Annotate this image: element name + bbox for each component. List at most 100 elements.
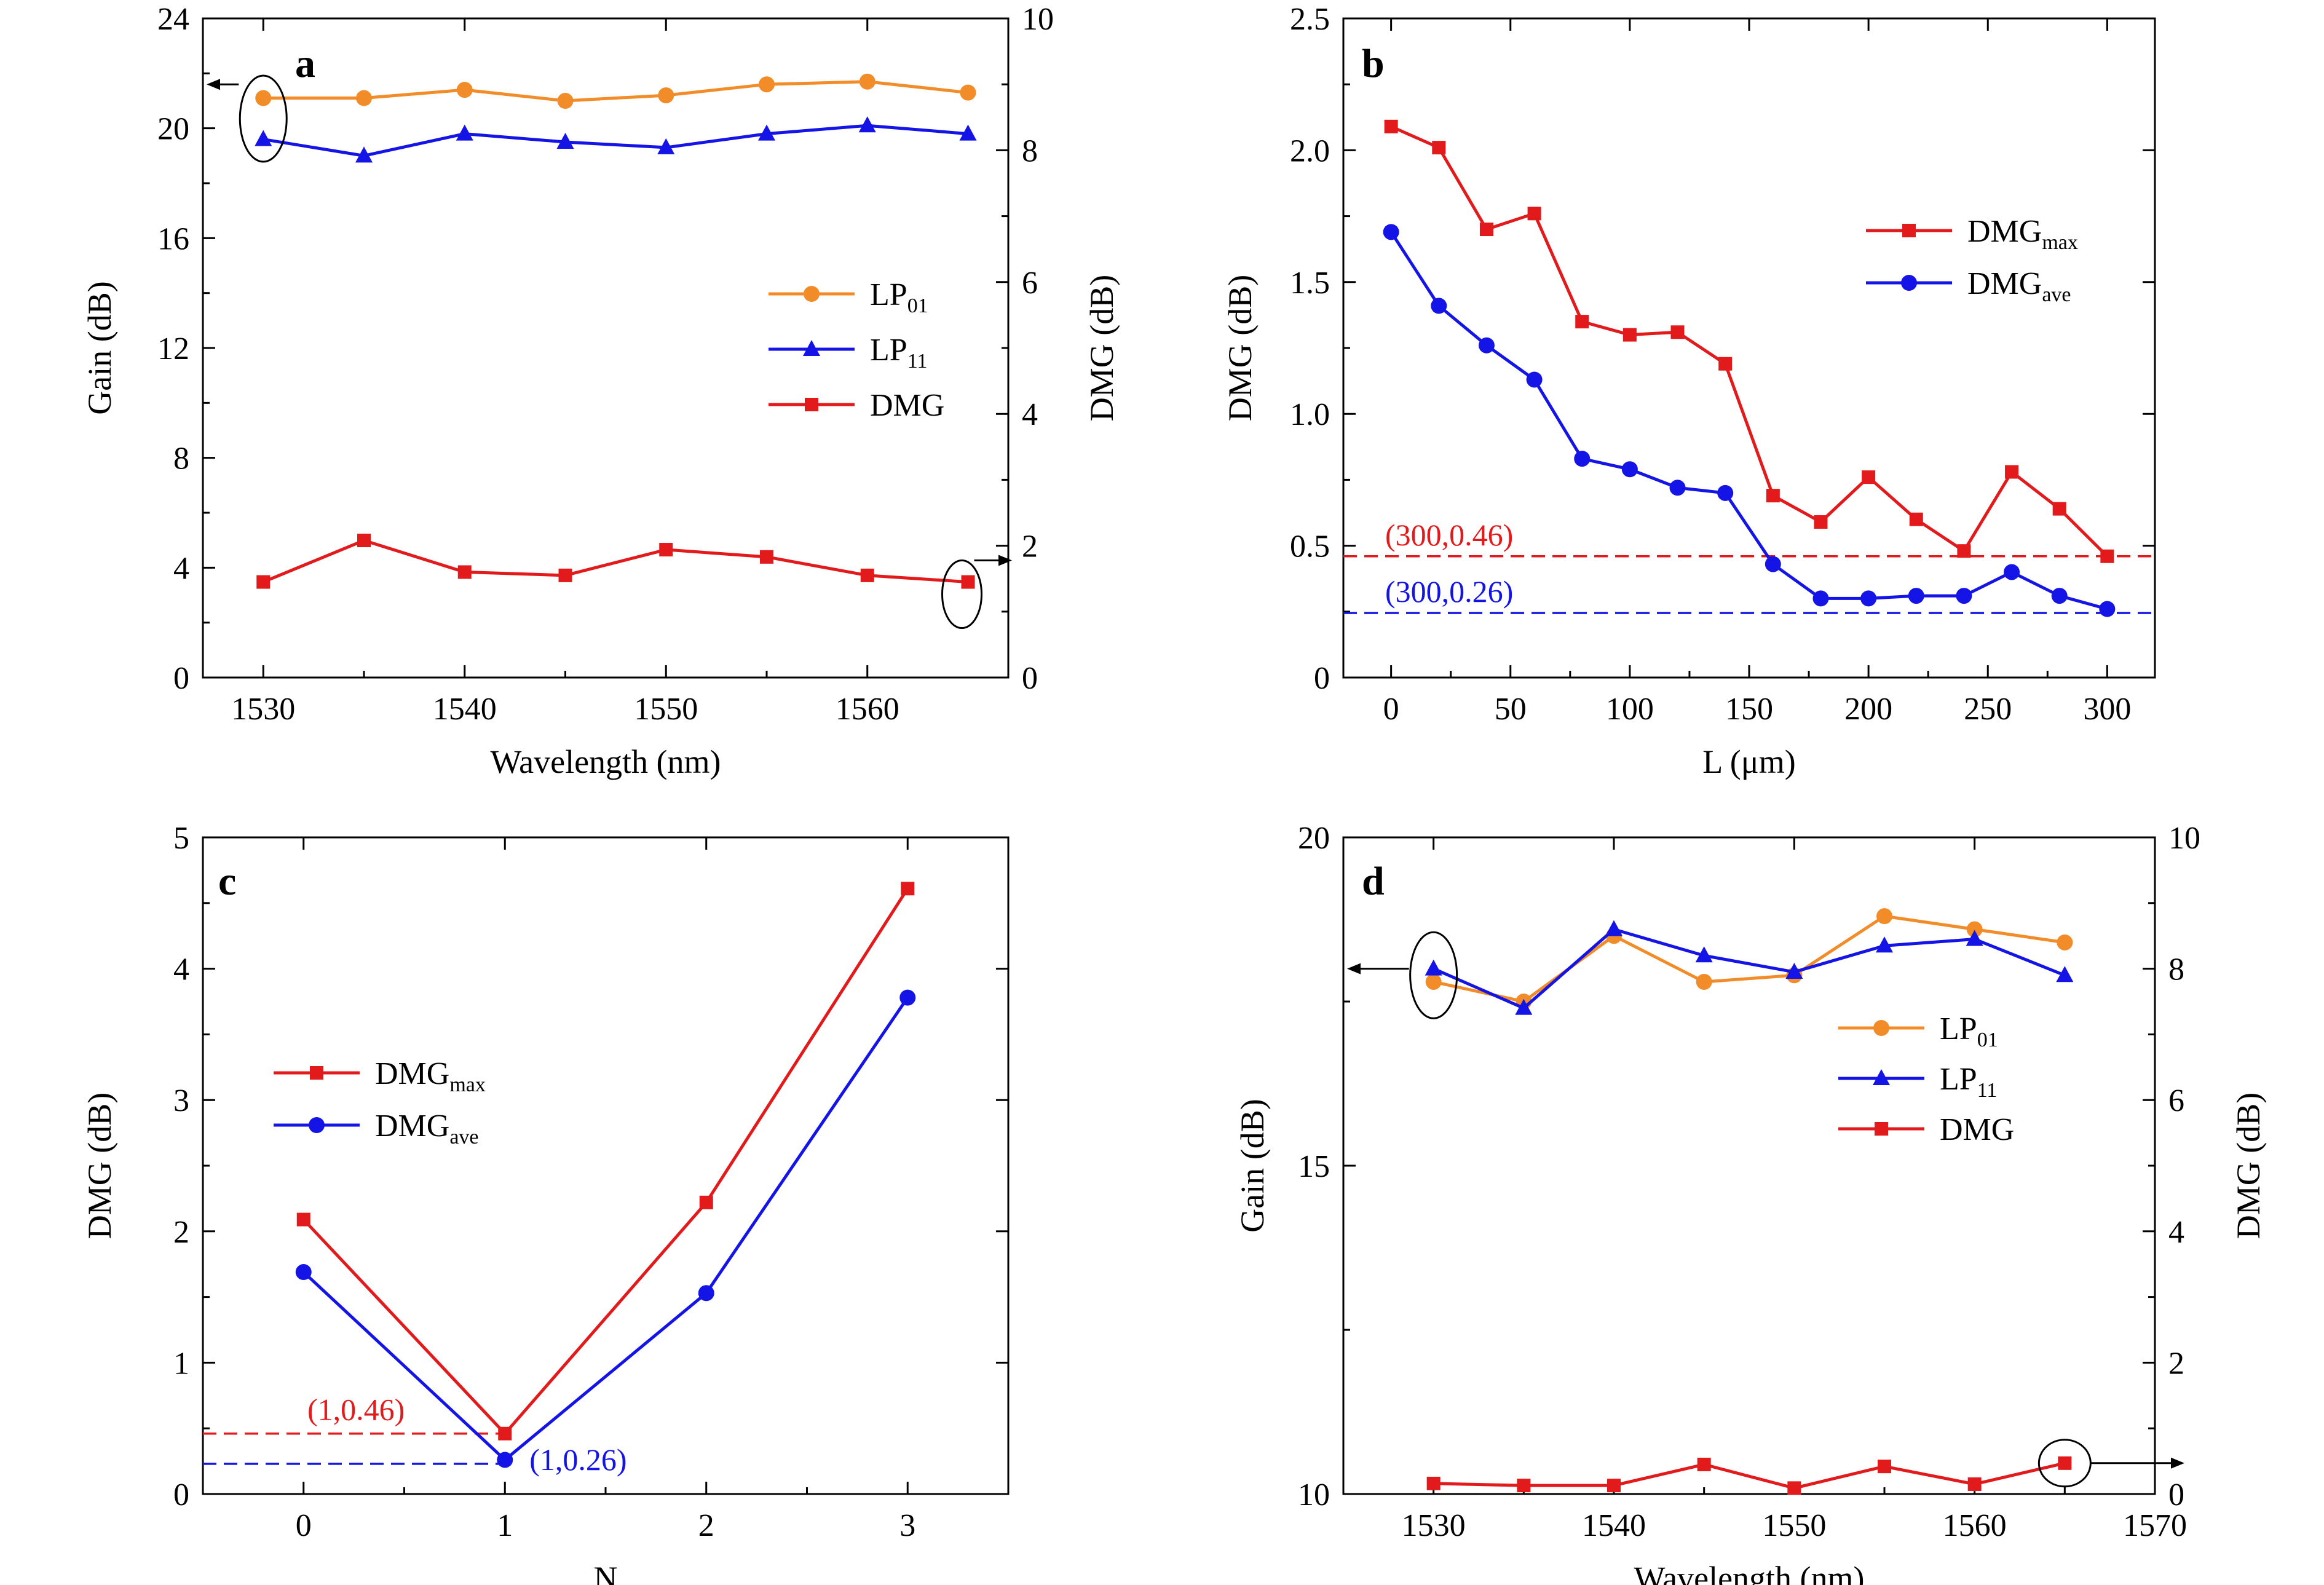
data-point-LP11 xyxy=(556,133,574,149)
legend-marker-DMGave xyxy=(1901,275,1917,291)
legend-label-main: LP xyxy=(870,333,907,368)
data-point-DMGave xyxy=(1908,588,1924,604)
panel-letter: b xyxy=(1362,41,1385,86)
panel-d: 1530 1540 1550 1560 1570 10 15 20 0 2 4 6 8 10 DMG (dB… xyxy=(1234,821,2267,1585)
data-point-LP11 xyxy=(1876,936,1893,953)
x-tick-label: 1540 xyxy=(433,692,497,727)
x-tick-label: 300 xyxy=(2083,692,2131,727)
x-tick-label: 0 xyxy=(1383,692,1399,727)
data-point-DMGave xyxy=(899,989,916,1006)
y2-axis-label: DMG (dB) xyxy=(1083,275,1120,422)
plot-frame xyxy=(1342,836,2156,1495)
data-point-DMGave xyxy=(1860,590,1877,607)
data-point-DMGmax xyxy=(1766,489,1780,503)
y-axis-label: Gain (dB) xyxy=(81,281,118,414)
data-point-LP01 xyxy=(255,90,272,106)
data-point-LP01 xyxy=(859,73,875,90)
x-tick-label: 50 xyxy=(1495,692,1527,727)
data-point-LP11 xyxy=(1605,920,1622,936)
x-tick-label: 3 xyxy=(899,1508,915,1543)
x-tick-label: 0 xyxy=(296,1508,312,1543)
x-tick-label: 1560 xyxy=(1943,1508,2007,1543)
data-point-LP01 xyxy=(456,82,473,98)
y-tick-label: 4 xyxy=(173,551,189,586)
series-line-DMGave xyxy=(302,997,909,1461)
y2-tick-label: 2 xyxy=(2168,1346,2184,1381)
series-line-LP01 xyxy=(263,80,968,103)
legend-label-subscript: ave xyxy=(2042,283,2071,306)
y-tick-label: 1.0 xyxy=(1290,397,1330,432)
y-tick-label: 5 xyxy=(173,821,189,856)
right-axis-arrowhead xyxy=(998,555,1012,566)
data-point-LP11 xyxy=(456,124,473,141)
y2-tick-label: 10 xyxy=(2168,821,2200,856)
y2-tick-label: 4 xyxy=(2168,1215,2184,1250)
y-tick-label: 0 xyxy=(1314,661,1330,696)
x-tick-label: 1550 xyxy=(634,692,698,727)
legend-label-DMGmax: DMGmax xyxy=(375,1056,486,1096)
legend-marker-LP11 xyxy=(803,340,820,356)
legend-label-main: DMG xyxy=(375,1109,449,1144)
data-point-LP11 xyxy=(657,138,675,154)
legend-label-main: LP xyxy=(1940,1011,1977,1046)
legend-marker-LP01 xyxy=(804,286,820,302)
data-point-DMG xyxy=(760,550,773,564)
series-line-DMGmax xyxy=(302,887,909,1436)
data-point-LP01 xyxy=(759,76,775,93)
y-axis-label: DMG (dB) xyxy=(1222,275,1259,422)
legend-label-LP11: LP11 xyxy=(1940,1062,1997,1102)
legend-label-main: DMG xyxy=(1967,266,2042,301)
data-point-LP11 xyxy=(758,124,775,141)
data-point-DMGmax xyxy=(1957,544,1971,558)
series-line-DMGmax xyxy=(1390,125,2109,558)
data-point-DMGmax xyxy=(498,1426,512,1441)
x-axis-label: Wavelength (nm) xyxy=(1634,1560,1864,1585)
data-point-DMGmax xyxy=(2100,549,2114,563)
legend-label-subscript: max xyxy=(449,1073,486,1096)
data-point-DMGmax xyxy=(1432,141,1446,155)
data-point-DMG xyxy=(457,565,472,579)
data-point-DMGmax xyxy=(1479,223,1493,237)
x-tick-label: 100 xyxy=(1606,692,1654,727)
data-point-LP11 xyxy=(255,130,272,146)
data-point-DMGave xyxy=(1574,451,1591,467)
data-point-DMG xyxy=(1607,1479,1621,1493)
legend-label-main: DMG xyxy=(870,388,944,423)
x-tick-label: 250 xyxy=(1964,692,2012,727)
data-point-DMGave xyxy=(1765,556,1781,572)
data-point-DMG xyxy=(2058,1456,2072,1470)
legend-label-LP01: LP01 xyxy=(870,277,928,317)
y-axis-label: DMG (dB) xyxy=(81,1093,118,1239)
data-point-DMGmax xyxy=(1862,470,1876,484)
legend-label-subscript: ave xyxy=(449,1126,478,1148)
x-tick-label: 150 xyxy=(1725,692,1773,727)
y-tick-label: 24 xyxy=(157,2,189,37)
annotation-label: (1,0.46) xyxy=(307,1393,405,1427)
data-point-DMG xyxy=(1878,1460,1891,1474)
x-axis-label: Wavelength (nm) xyxy=(490,743,721,780)
legend-label-main: DMG xyxy=(1940,1112,2014,1147)
y2-tick-label: 10 xyxy=(1022,2,1054,37)
y2-tick-label: 4 xyxy=(1022,397,1038,432)
y-tick-label: 16 xyxy=(157,221,189,256)
data-point-DMGave xyxy=(1621,461,1638,478)
data-point-LP11 xyxy=(355,146,373,163)
x-tick-label: 1560 xyxy=(836,692,899,727)
data-point-DMGave xyxy=(1383,224,1399,240)
data-point-DMG xyxy=(1426,1476,1441,1490)
data-point-DMG xyxy=(1517,1479,1531,1493)
legend-marker-DMG xyxy=(1875,1122,1888,1136)
panel-c: 0 1 2 3 0 1 2 3 4 5 N DMG (dB) c (1,0.46) (1,0.26) DMGm… xyxy=(81,821,1010,1585)
data-point-DMGmax xyxy=(1575,315,1589,329)
y-tick-label: 20 xyxy=(1298,821,1330,856)
legend-label-subscript: 11 xyxy=(907,350,928,373)
legend-label-DMGmax: DMGmax xyxy=(1967,214,2078,254)
x-tick-label: 2 xyxy=(698,1508,714,1543)
data-point-LP01 xyxy=(2057,934,2073,951)
panel-letter: c xyxy=(218,859,236,904)
data-point-DMGave xyxy=(1812,590,1829,607)
legend-label-main: LP xyxy=(870,277,907,312)
panel-b: 0 50 100 150 200 250 300 0 0.5 1.0 1.5 2.0 2.5 L (μm)… xyxy=(1222,2,2156,780)
